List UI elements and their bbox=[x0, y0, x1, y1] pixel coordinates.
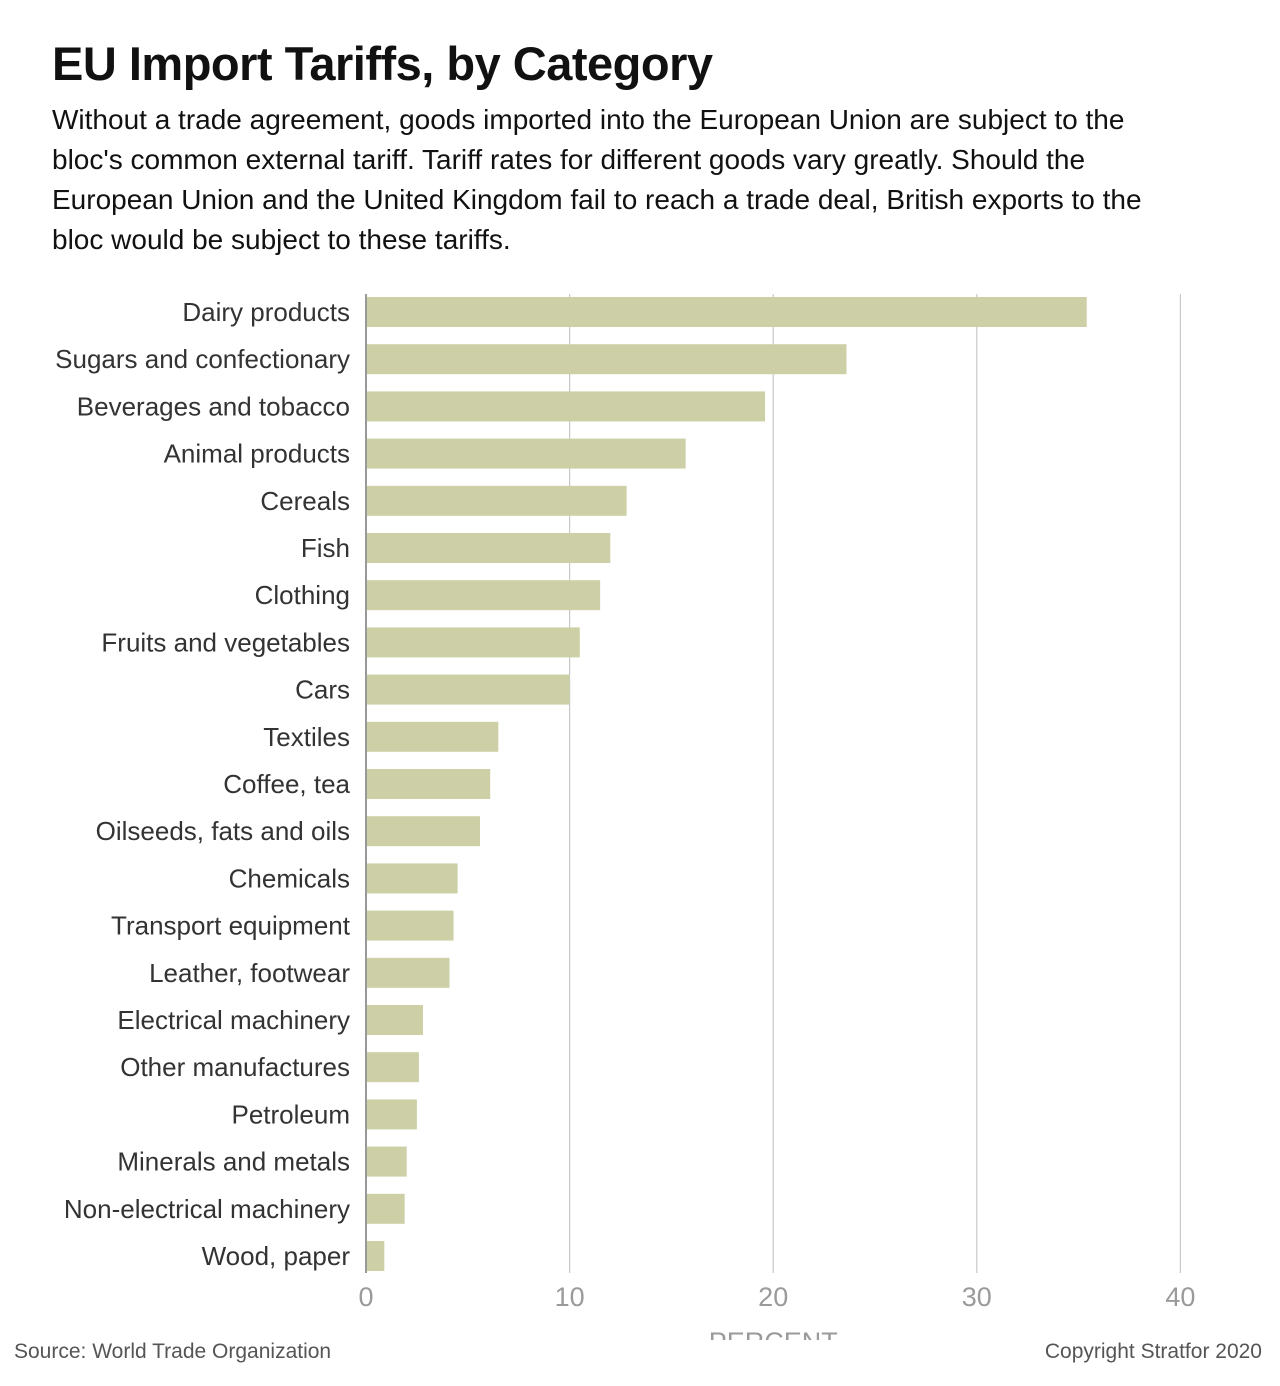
bar bbox=[366, 1146, 407, 1177]
bar bbox=[366, 580, 601, 611]
bar bbox=[366, 438, 686, 469]
bar bbox=[366, 721, 499, 752]
category-label: Leather, footwear bbox=[149, 958, 350, 988]
category-label: Cars bbox=[295, 675, 350, 705]
bar bbox=[366, 344, 847, 375]
source-note: Source: World Trade Organization bbox=[14, 1340, 332, 1363]
x-tick-label: 0 bbox=[358, 1282, 373, 1312]
category-label: Electrical machinery bbox=[117, 1005, 350, 1035]
bar bbox=[366, 1241, 385, 1271]
bar bbox=[366, 485, 627, 516]
category-label: Chemicals bbox=[229, 863, 350, 893]
bar bbox=[366, 1099, 417, 1130]
category-label: Non-electrical machinery bbox=[64, 1194, 350, 1224]
bar-chart: Dairy products Sugars and confectionary Be… bbox=[55, 294, 1195, 1340]
category-labels: Dairy products Sugars and confectionary Be… bbox=[55, 297, 351, 1271]
bars bbox=[366, 297, 1087, 1271]
category-label: Dairy products bbox=[182, 297, 350, 327]
bar bbox=[366, 1193, 405, 1224]
grid-lines bbox=[568, 294, 1182, 1273]
category-label: Minerals and metals bbox=[117, 1147, 350, 1177]
category-label: Other manufactures bbox=[120, 1052, 350, 1082]
chart-title: EU Import Tariffs, by Category bbox=[52, 37, 713, 90]
category-label: Beverages and tobacco bbox=[77, 391, 350, 421]
x-tick-label: 40 bbox=[1165, 1282, 1195, 1312]
category-label: Sugars and confectionary bbox=[55, 344, 350, 374]
bar bbox=[366, 957, 450, 988]
chart-subtitle: Without a trade agreement, goods importe… bbox=[52, 104, 1142, 255]
copyright-note: Copyright Stratfor 2020 bbox=[1044, 1340, 1262, 1363]
category-label: Animal products bbox=[164, 439, 350, 469]
category-label: Clothing bbox=[255, 580, 350, 610]
category-label: Textiles bbox=[263, 722, 350, 752]
bar bbox=[366, 627, 580, 658]
category-label: Wood, paper bbox=[202, 1241, 351, 1271]
bar bbox=[366, 910, 454, 941]
bar bbox=[366, 297, 1087, 327]
x-tick-label: 20 bbox=[758, 1282, 788, 1312]
category-label: Fruits and vegetables bbox=[101, 627, 350, 657]
category-label: Coffee, tea bbox=[223, 769, 350, 799]
bar bbox=[366, 533, 611, 563]
x-axis-label: PERCENT bbox=[709, 1327, 838, 1340]
category-label: Oilseeds, fats and oils bbox=[96, 816, 350, 846]
category-label: Petroleum bbox=[232, 1099, 351, 1129]
bar bbox=[366, 1005, 424, 1035]
bar bbox=[366, 816, 481, 847]
category-label: Cereals bbox=[260, 486, 350, 516]
x-tick-label: 30 bbox=[962, 1282, 992, 1312]
category-label: Transport equipment bbox=[111, 911, 351, 941]
bar bbox=[366, 1052, 419, 1083]
category-label: Fish bbox=[301, 533, 350, 563]
bar bbox=[366, 674, 570, 705]
bar bbox=[366, 391, 766, 422]
bar bbox=[366, 769, 491, 799]
bar bbox=[366, 863, 458, 894]
x-tick-labels: 0 10 20 30 40 bbox=[358, 1282, 1195, 1312]
x-tick-label: 10 bbox=[555, 1282, 585, 1312]
